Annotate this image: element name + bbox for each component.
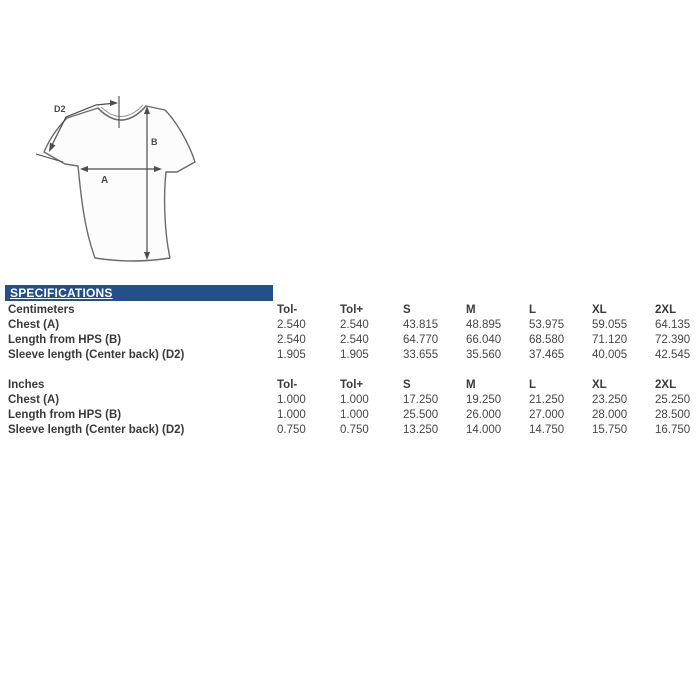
cell-value: 72.390 bbox=[655, 334, 691, 346]
cell-value: 53.975 bbox=[529, 319, 565, 331]
cell-value: 15.750 bbox=[592, 424, 628, 436]
cell-value: 1.000 bbox=[340, 409, 369, 421]
cell-value: 68.580 bbox=[529, 334, 565, 346]
cell-value: 2.540 bbox=[340, 334, 369, 346]
column-header: Tol+ bbox=[340, 379, 364, 391]
column-header: 2XL bbox=[655, 304, 677, 316]
label-b: B bbox=[151, 137, 158, 147]
table-row: Length from HPS (B) 1.000 1.000 25.500 26.00… bbox=[0, 408, 700, 423]
cell-value: 21.250 bbox=[529, 394, 565, 406]
cell-value: 43.815 bbox=[403, 319, 439, 331]
cell-value: 14.000 bbox=[466, 424, 502, 436]
cell-value: 33.655 bbox=[403, 349, 439, 361]
cell-value: 17.250 bbox=[403, 394, 439, 406]
column-header: L bbox=[529, 379, 537, 391]
centimeters-table: Centimeters Tol- Tol+ S M L XL 2XL Chest (A) 2.54… bbox=[0, 303, 700, 363]
cell-value: 1.905 bbox=[277, 349, 306, 361]
table-row: Chest (A) 1.000 1.000 17.250 19.250 21.250 23.… bbox=[0, 393, 700, 408]
cell-value: 2.540 bbox=[340, 319, 369, 331]
column-header: Tol- bbox=[277, 379, 298, 391]
cell-value: 23.250 bbox=[592, 394, 628, 406]
table-header-row: Inches Tol- Tol+ S M L XL 2XL bbox=[0, 378, 700, 393]
row-label: Chest (A) bbox=[8, 394, 60, 406]
cell-value: 0.750 bbox=[340, 424, 369, 436]
cell-value: 64.770 bbox=[403, 334, 439, 346]
table-header-row: Centimeters Tol- Tol+ S M L XL 2XL bbox=[0, 303, 700, 318]
column-header: XL bbox=[592, 379, 607, 391]
table-row: Chest (A) 2.540 2.540 43.815 48.895 53.975 59.… bbox=[0, 318, 700, 333]
column-header: M bbox=[466, 304, 476, 316]
cell-value: 35.560 bbox=[466, 349, 502, 361]
column-header: L bbox=[529, 304, 537, 316]
column-header: Tol- bbox=[277, 304, 298, 316]
table-row: Sleeve length (Center back) (D2) 0.750 0.7… bbox=[0, 423, 700, 438]
cell-value: 48.895 bbox=[466, 319, 502, 331]
cell-value: 1.905 bbox=[340, 349, 369, 361]
cell-value: 71.120 bbox=[592, 334, 628, 346]
cell-value: 1.000 bbox=[340, 394, 369, 406]
collar-outline bbox=[97, 105, 147, 121]
row-label: Length from HPS (B) bbox=[8, 409, 122, 421]
cell-value: 14.750 bbox=[529, 424, 565, 436]
row-label: Sleeve length (Center back) (D2) bbox=[8, 349, 185, 361]
column-header: M bbox=[466, 379, 476, 391]
inches-table: Inches Tol- Tol+ S M L XL 2XL Chest (A) 1.000 1.00… bbox=[0, 378, 700, 438]
cell-value: 19.250 bbox=[466, 394, 502, 406]
cell-value: 13.250 bbox=[403, 424, 439, 436]
cell-value: 26.000 bbox=[466, 409, 502, 421]
column-header: 2XL bbox=[655, 379, 677, 391]
unit-label: Inches bbox=[8, 379, 45, 391]
cell-value: 1.000 bbox=[277, 409, 306, 421]
cell-value: 25.250 bbox=[655, 394, 691, 406]
cell-value: 40.005 bbox=[592, 349, 628, 361]
row-label: Chest (A) bbox=[8, 319, 60, 331]
cell-value: 42.545 bbox=[655, 349, 691, 361]
cell-value: 2.540 bbox=[277, 334, 306, 346]
cell-value: 64.135 bbox=[655, 319, 691, 331]
unit-label: Centimeters bbox=[8, 304, 75, 316]
tshirt-outline bbox=[43, 105, 196, 262]
label-a: A bbox=[101, 175, 108, 186]
column-header: S bbox=[403, 304, 411, 316]
cell-value: 16.750 bbox=[655, 424, 691, 436]
cell-value: 28.500 bbox=[655, 409, 691, 421]
sleeve-length-arrow-d2 bbox=[35, 100, 118, 163]
cell-value: 25.500 bbox=[403, 409, 439, 421]
cell-value: 28.000 bbox=[592, 409, 628, 421]
chest-arrow-a bbox=[80, 166, 162, 172]
cell-value: 1.000 bbox=[277, 394, 306, 406]
specifications-header-bar: SPECIFICATIONS bbox=[5, 285, 273, 301]
specifications-title: SPECIFICATIONS bbox=[10, 285, 113, 300]
cell-value: 59.055 bbox=[592, 319, 628, 331]
table-row: Sleeve length (Center back) (D2) 1.905 1.9… bbox=[0, 348, 700, 363]
table-row: Length from HPS (B) 2.540 2.540 64.770 66.04… bbox=[0, 333, 700, 348]
cell-value: 2.540 bbox=[277, 319, 306, 331]
tshirt-measurement-diagram: D2 B A bbox=[35, 96, 196, 262]
row-label: Length from HPS (B) bbox=[8, 334, 122, 346]
column-header: Tol+ bbox=[340, 304, 364, 316]
cell-value: 0.750 bbox=[277, 424, 306, 436]
column-header: S bbox=[403, 379, 411, 391]
length-arrow-b bbox=[144, 106, 150, 260]
label-d2: D2 bbox=[54, 104, 66, 114]
column-header: XL bbox=[592, 304, 607, 316]
collar-band bbox=[100, 104, 144, 117]
cell-value: 66.040 bbox=[466, 334, 502, 346]
cell-value: 27.000 bbox=[529, 409, 565, 421]
cell-value: 37.465 bbox=[529, 349, 565, 361]
row-label: Sleeve length (Center back) (D2) bbox=[8, 424, 185, 436]
